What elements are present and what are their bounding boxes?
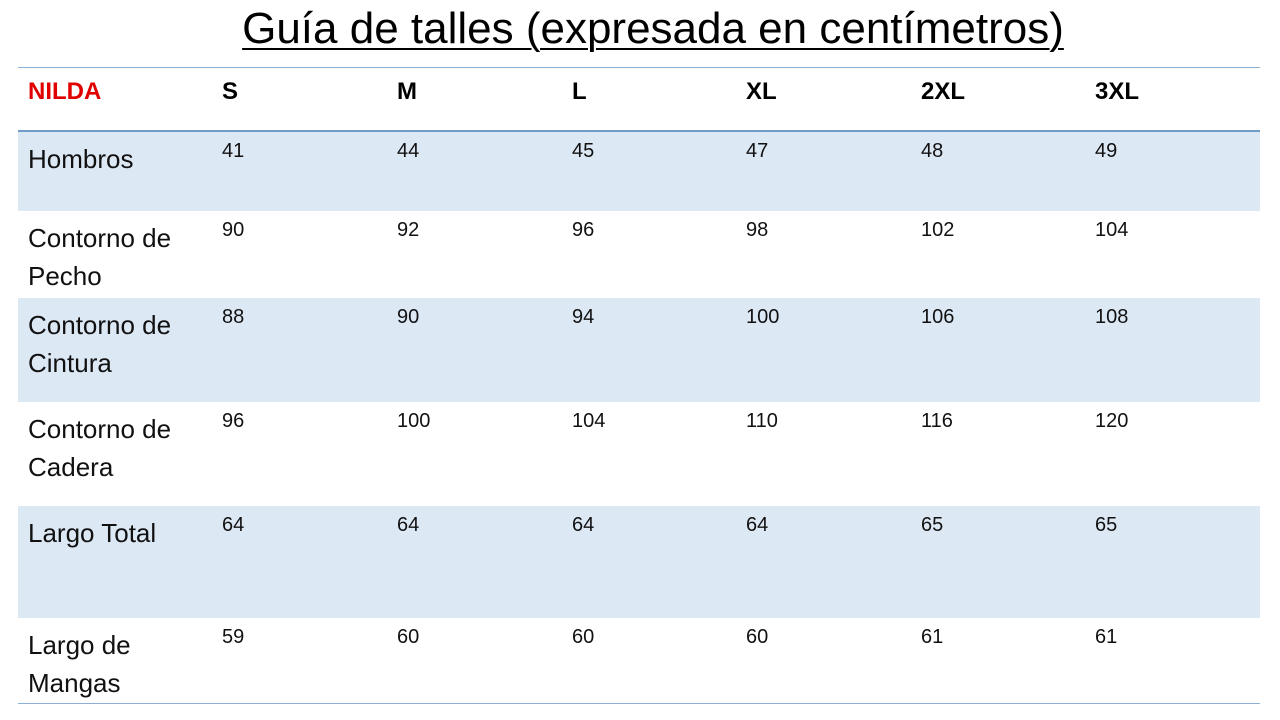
table-cell: 60 [746,626,769,648]
table-row: Contorno de Cintura 88 90 94 100 106 108 [18,298,1260,402]
table-cell: 100 [746,306,780,328]
row-label: Hombros [28,144,134,174]
size-table: NILDA S M L XL 2XL 3XL Hombros 41 44 45 … [18,67,1260,704]
size-header-xl: XL [746,78,777,105]
table-cell: 96 [222,410,245,432]
table-cell: 65 [921,514,944,536]
table-row: Hombros 41 44 45 47 48 49 [18,132,1260,211]
size-header-s: S [222,78,239,105]
table-cell: 41 [222,140,245,162]
table-cell: 60 [572,626,595,648]
table-cell: 44 [397,140,420,162]
table-cell: 120 [1095,410,1129,432]
table-cell: 48 [921,140,944,162]
table-row: Contorno de Pecho 90 92 96 98 102 104 [18,211,1260,298]
table-cell: 94 [572,306,595,328]
size-header-3xl: 3XL [1095,78,1140,105]
table-cell: 61 [921,626,944,648]
table-cell: 108 [1095,306,1129,328]
table-cell: 65 [1095,514,1118,536]
size-header-2xl: 2XL [921,78,966,105]
table-cell: 104 [572,410,606,432]
row-label: Contorno de Cadera [28,414,172,482]
row-label: Contorno de Cintura [28,310,172,378]
table-cell: 110 [746,410,778,432]
table-cell: 59 [222,626,245,648]
table-cell: 64 [572,514,595,536]
table-cell: 98 [746,219,769,241]
table-cell: 90 [397,306,420,328]
table-cell: 90 [222,219,245,241]
size-header-m: M [397,78,417,105]
table-cell: 61 [1095,626,1118,648]
row-label: Contorno de Pecho [28,223,172,291]
size-header-l: L [572,78,587,105]
table-row: Largo Total 64 64 64 64 65 65 [18,506,1260,618]
table-row: Contorno de Cadera 96 100 104 110 116 12… [18,402,1260,506]
table-cell: 102 [921,219,955,241]
table-cell: 88 [222,306,245,328]
table-cell: 106 [921,306,955,328]
table-row: Largo de Mangas 59 60 60 60 61 61 [18,618,1260,703]
table-cell: 49 [1095,140,1118,162]
row-label: Largo Total [28,518,157,548]
table-cell: 64 [397,514,420,536]
table-cell: 104 [1095,219,1129,241]
table-cell: 64 [222,514,245,536]
table-cell: 116 [921,410,953,432]
row-label: Largo de Mangas [28,630,131,698]
table-header-row: NILDA S M L XL 2XL 3XL [18,68,1260,132]
table-cell: 96 [572,219,595,241]
table-cell: 92 [397,219,420,241]
table-cell: 100 [397,410,431,432]
table-cell: 45 [572,140,595,162]
table-cell: 64 [746,514,769,536]
table-cell: 47 [746,140,769,162]
page-title: Guía de talles (expresada en centímetros… [242,4,1064,53]
table-cell: 60 [397,626,420,648]
brand-label: NILDA [28,78,102,105]
